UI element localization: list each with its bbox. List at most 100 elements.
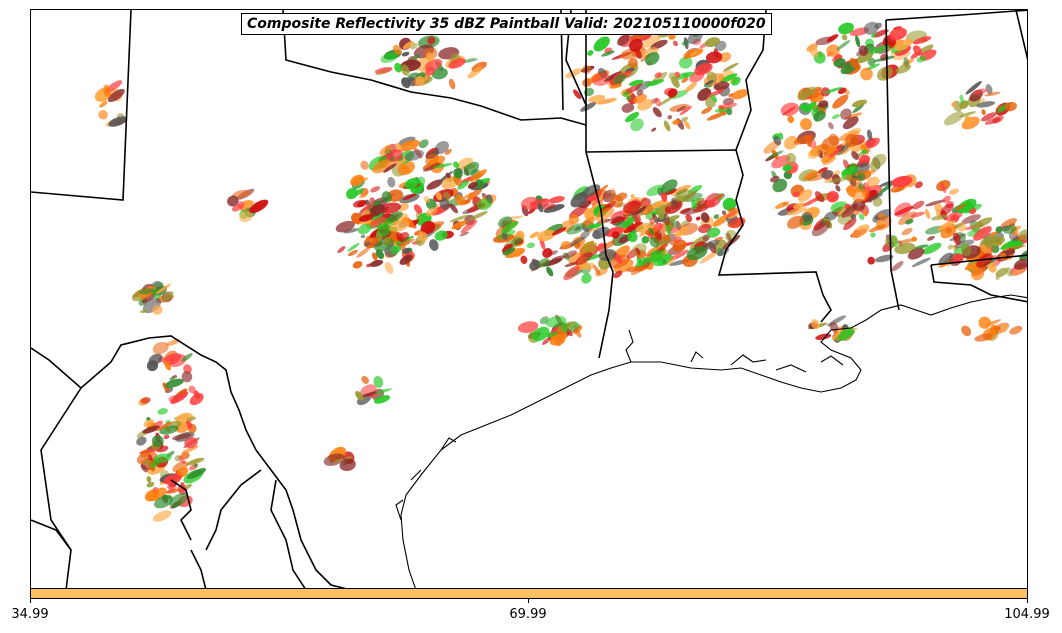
reflectivity-blob [679,106,692,116]
reflectivity-blob [451,220,467,230]
reflectivity-blob [551,255,566,262]
reflectivity-blob [894,202,912,218]
reflectivity-blob [394,62,402,73]
reflectivity-blob [186,468,207,479]
reflectivity-blob [369,216,386,228]
reflectivity-blob [237,201,245,209]
reflectivity-blob [695,216,701,221]
reflectivity-blob [335,220,355,233]
reflectivity-blob [372,159,392,174]
reflectivity-blob [840,108,852,120]
reflectivity-blob [361,376,369,384]
reflectivity-blob [845,133,859,148]
reflectivity-blob [581,241,597,256]
state-border-line [885,19,900,311]
reflectivity-blob [818,100,829,108]
reflectivity-blob [399,139,420,152]
reflectivity-blob [828,176,849,184]
reflectivity-blob [352,200,366,208]
reflectivity-blob [836,39,851,51]
reflectivity-blob [186,457,205,466]
reflectivity-blob [803,197,820,207]
reflectivity-blob [974,333,993,342]
reflectivity-blob [186,420,193,429]
reflectivity-blob [588,94,606,103]
reflectivity-blob [667,114,673,120]
reflectivity-blob [709,193,725,203]
colorbar-tick [1027,599,1028,603]
reflectivity-blob [398,202,409,212]
reflectivity-blob [569,323,581,333]
reflectivity-blob [347,249,358,257]
reflectivity-blob [945,226,953,234]
coastline-path [400,294,1027,588]
reflectivity-blob [613,270,623,279]
reflectivity-blob [427,157,439,165]
reflectivity-blob [373,395,391,404]
reflectivity-blob [672,40,678,47]
reflectivity-blob [841,166,856,176]
reflectivity-blob [339,458,356,472]
reflectivity-blob [621,217,635,229]
reflectivity-blob [913,45,922,56]
reflectivity-blob [775,201,790,209]
reflectivity-blob [463,161,480,176]
reflectivity-blob [855,35,861,48]
reflectivity-blob [561,321,569,334]
reflectivity-blob [371,252,378,261]
reflectivity-blob [449,203,458,214]
reflectivity-blob [799,103,809,110]
reflectivity-blob [157,408,168,415]
reflectivity-blob [961,325,972,337]
reflectivity-blob [399,238,415,247]
reflectivity-blob [346,187,358,200]
reflectivity-blob [924,199,946,207]
colorbar-tick-label-mid: 69.99 [509,607,547,622]
reflectivity-blob [155,283,171,295]
reflectivity-blob [239,210,253,223]
reflectivity-blob [672,119,680,125]
reflectivity-blob [842,116,859,130]
reflectivity-blob [630,194,635,199]
reflectivity-blob [368,204,385,217]
reflectivity-blob [660,179,678,194]
reflectivity-blob [828,147,843,158]
reflectivity-blob [431,67,448,80]
reflectivity-blob [162,291,174,302]
reflectivity-blob [684,120,691,130]
reflectivity-blob [685,214,693,222]
reflectivity-blob [907,247,925,260]
reflectivity-blob [995,267,1008,278]
reflectivity-blob [999,252,1007,261]
reflectivity-blob [835,142,851,156]
reflectivity-blob [648,227,655,235]
reflectivity-blob [863,137,880,150]
reflectivity-blob [152,341,169,355]
reflectivity-blob [140,397,151,404]
reflectivity-blob [870,232,876,238]
reflectivity-blob [401,51,410,57]
reflectivity-blob [644,79,665,87]
reflectivity-blob [658,97,673,106]
reflectivity-blob [142,459,151,466]
reflectivity-blob [901,227,913,236]
reflectivity-blob [542,337,551,345]
reflectivity-blob [107,88,125,103]
reflectivity-blob [718,102,738,110]
reflectivity-blob [719,73,738,83]
reflectivity-blob [152,305,163,315]
reflectivity-blob [551,227,567,236]
reflectivity-blob [337,246,346,254]
reflectivity-blob [426,52,435,62]
reflectivity-blob [911,236,917,242]
reflectivity-blob [400,64,410,76]
reflectivity-blob [807,148,821,159]
reflectivity-blob [418,139,429,149]
reflectivity-blob [672,239,687,252]
reflectivity-blob [780,102,800,116]
reflectivity-blob [1000,323,1007,333]
reflectivity-blob [545,315,567,328]
reflectivity-blob [389,220,409,232]
reflectivity-blob [413,204,423,215]
reflectivity-blob [866,129,873,141]
